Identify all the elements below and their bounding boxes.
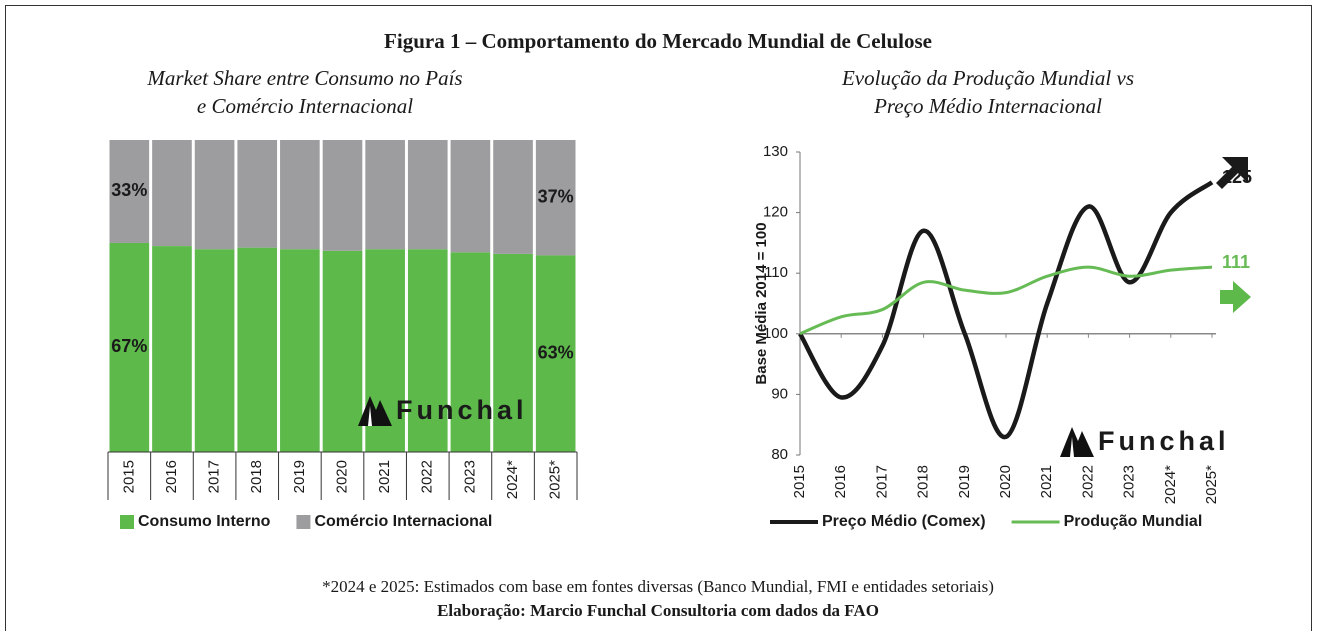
value-label: 67% xyxy=(111,336,147,356)
bar-segment xyxy=(322,140,363,251)
legend-label: Preço Médio (Comex) xyxy=(822,513,986,530)
y-tick-label: 100 xyxy=(763,325,788,342)
y-tick-label: 120 xyxy=(763,204,788,221)
legend-label: Comércio Internacional xyxy=(314,513,492,530)
x-tick-label: 2016 xyxy=(832,465,849,498)
up-arrow xyxy=(1216,157,1248,189)
bar-segment xyxy=(109,242,150,452)
x-tick-label: 2019 xyxy=(291,460,308,493)
x-tick-label: 2016 xyxy=(163,460,180,493)
y-tick-label: 110 xyxy=(764,264,788,281)
bar-segment xyxy=(450,140,491,253)
value-label: 63% xyxy=(538,342,574,362)
bar-segment xyxy=(493,140,533,254)
x-tick-label: 2022 xyxy=(1079,465,1096,498)
bar-segment xyxy=(194,249,235,452)
logo-mark xyxy=(1060,427,1094,457)
logo-mark xyxy=(358,396,392,426)
x-tick-label: 2023 xyxy=(461,460,478,493)
y-tick-label: 130 xyxy=(763,143,788,160)
legend-label: Consumo Interno xyxy=(138,513,271,530)
right-arrow xyxy=(1220,281,1251,313)
x-tick-label: 2018 xyxy=(915,465,932,498)
logo-cut xyxy=(1070,437,1074,457)
x-tick-label: 2025* xyxy=(547,460,564,499)
logo-cut xyxy=(368,406,372,426)
chart-subtitle: Evolução da Produção Mundial vs xyxy=(841,66,1134,90)
bar-segment xyxy=(152,246,192,452)
chart-subtitle: e Comércio Internacional xyxy=(197,94,413,118)
watermark: Funchal xyxy=(1098,426,1230,456)
x-tick-label: 2015 xyxy=(791,465,808,498)
x-tick-label: 2022 xyxy=(419,460,436,493)
value-label: 37% xyxy=(538,186,574,206)
bar-segment xyxy=(109,140,150,243)
bar-segment xyxy=(280,249,320,452)
chart-subtitle: Market Share entre Consumo no País xyxy=(146,66,462,90)
bar-segment xyxy=(280,140,320,250)
x-tick-label: 2017 xyxy=(873,465,890,498)
figure-title: Figura 1 – Comportamento do Mercado Mund… xyxy=(384,29,932,53)
bar-segment xyxy=(194,140,235,250)
x-tick-label: 2015 xyxy=(120,460,137,493)
value-label: 125 xyxy=(1222,167,1252,187)
value-label: 33% xyxy=(111,180,147,200)
bar-segment xyxy=(493,253,533,452)
source: Elaboração: Marcio Funchal Consultoria c… xyxy=(437,601,879,620)
x-tick-label: 2020 xyxy=(997,465,1014,498)
x-tick-label: 2025* xyxy=(1203,465,1220,504)
y-axis-label: Base Média 2014 = 100 xyxy=(753,222,770,384)
bar-segment xyxy=(322,250,363,452)
value-label: 111 xyxy=(1222,252,1250,272)
x-tick-label: 2024* xyxy=(504,460,521,499)
bar-segment xyxy=(237,247,278,452)
series-line xyxy=(798,180,1214,440)
bar-segment xyxy=(407,140,448,250)
bar-segment xyxy=(535,255,576,452)
chart-subtitle: Preço Médio Internacional xyxy=(873,94,1102,118)
legend-swatch xyxy=(120,515,134,529)
x-tick-label: 2020 xyxy=(333,460,350,493)
bar-segment xyxy=(237,140,278,248)
frame xyxy=(5,5,1312,631)
x-tick-label: 2017 xyxy=(206,460,223,493)
x-tick-label: 2024* xyxy=(1162,465,1179,504)
y-tick-label: 80 xyxy=(771,446,788,463)
bar-segment xyxy=(407,249,448,452)
x-tick-label: 2019 xyxy=(956,465,973,498)
x-tick-label: 2023 xyxy=(1121,465,1138,498)
x-tick-label: 2018 xyxy=(248,460,265,493)
bar-segment xyxy=(450,252,491,452)
bar-segment xyxy=(152,140,192,247)
y-tick-label: 90 xyxy=(771,385,788,402)
bar-segment xyxy=(365,140,405,250)
bar-segment xyxy=(535,140,576,256)
watermark: Funchal xyxy=(396,395,528,425)
x-tick-label: 2021 xyxy=(376,460,393,493)
footnote: *2024 e 2025: Estimados com base em font… xyxy=(322,577,994,596)
x-tick-label: 2021 xyxy=(1038,465,1055,498)
legend-swatch xyxy=(296,515,311,529)
legend-label: Produção Mundial xyxy=(1064,513,1203,530)
series-line xyxy=(799,265,1213,336)
